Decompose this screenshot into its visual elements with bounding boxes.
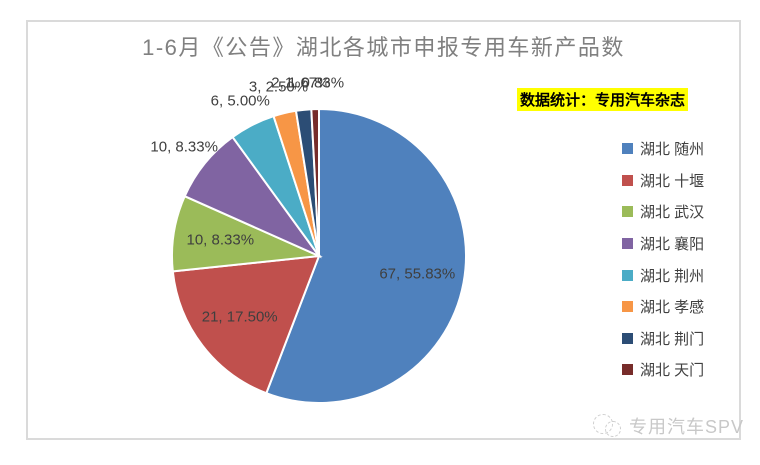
legend-item-5: 湖北 荆州 bbox=[622, 259, 704, 291]
legend-item-1: 湖北 随州 bbox=[622, 133, 704, 165]
legend-label: 湖北 荆州 bbox=[640, 267, 705, 285]
pie-slice-8 bbox=[310, 107, 320, 257]
legend-label: 湖北 襄阳 bbox=[640, 236, 705, 254]
legend-swatch-icon bbox=[622, 364, 633, 376]
pie-data-label-4: 10, 8.33% bbox=[150, 138, 218, 156]
legend-swatch-icon bbox=[622, 301, 633, 313]
pie-data-label-3: 10, 8.33% bbox=[186, 231, 255, 249]
legend-swatch-icon bbox=[622, 332, 633, 344]
legend-swatch-icon bbox=[622, 174, 633, 186]
pie-data-label-5: 6, 5.00% bbox=[210, 92, 270, 110]
legend-item-7: 湖北 荆门 bbox=[622, 323, 704, 355]
legend-swatch-icon bbox=[622, 206, 633, 218]
legend-item-2: 湖北 十堰 bbox=[622, 165, 704, 197]
legend-label: 湖北 荆门 bbox=[640, 330, 705, 348]
legend-swatch-icon bbox=[622, 143, 633, 155]
legend-label: 湖北 十堰 bbox=[640, 172, 705, 190]
legend-swatch-icon bbox=[622, 269, 633, 281]
pie-data-label-6: 3, 2.50% bbox=[248, 78, 309, 96]
legend-label: 湖北 武汉 bbox=[640, 204, 705, 222]
pie-data-label-1: 67, 55.83% bbox=[379, 265, 456, 283]
watermark: 专用汽车SPV bbox=[592, 413, 744, 439]
legend-label: 湖北 孝感 bbox=[640, 299, 705, 317]
watermark-text: 专用汽车SPV bbox=[628, 417, 744, 437]
pie-chart bbox=[171, 107, 467, 404]
legend-item-6: 湖北 孝感 bbox=[622, 291, 704, 323]
source-note: 数据统计：专用汽车杂志 bbox=[517, 88, 689, 111]
legend: 湖北 随州湖北 十堰湖北 武汉湖北 襄阳湖北 荆州湖北 孝感湖北 荆门湖北 天门 bbox=[622, 133, 704, 386]
legend-swatch-icon bbox=[622, 238, 633, 250]
pie-slice-1 bbox=[265, 107, 467, 404]
pie-data-label-7: 2, 1.67% bbox=[271, 74, 331, 92]
legend-item-8: 湖北 天门 bbox=[622, 354, 704, 386]
chart-title: 1-6月《公告》湖北各城市申报专用车新产品数 bbox=[142, 35, 625, 60]
legend-label: 湖北 随州 bbox=[640, 141, 705, 159]
pie-data-label-8: 1, 0.83% bbox=[284, 74, 345, 92]
spv-logo-icon bbox=[592, 413, 623, 439]
pie-slice-2 bbox=[171, 254, 321, 395]
legend-item-4: 湖北 襄阳 bbox=[622, 228, 704, 260]
legend-label: 湖北 天门 bbox=[640, 362, 705, 380]
pie-data-label-2: 21, 17.50% bbox=[201, 308, 278, 326]
legend-item-3: 湖北 武汉 bbox=[622, 196, 704, 228]
